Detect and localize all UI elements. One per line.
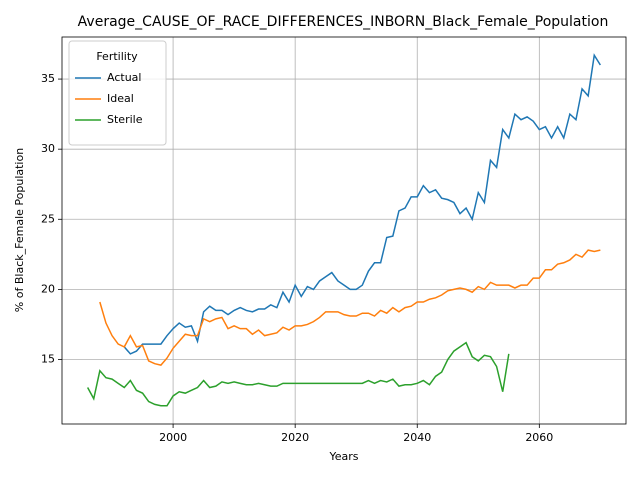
legend-label: Actual xyxy=(107,71,141,84)
legend-label: Sterile xyxy=(107,113,143,126)
x-axis-label: Years xyxy=(328,450,358,463)
x-tick-label: 2000 xyxy=(159,431,187,444)
legend-box xyxy=(68,40,167,146)
plot-frame xyxy=(61,36,627,425)
y-tick-label: 35 xyxy=(41,72,55,85)
y-tick-label: 20 xyxy=(41,282,55,295)
y-axis-label: % of Black_Female Population xyxy=(13,148,26,312)
chart-title: Average_CAUSE_OF_RACE_DIFFERENCES_INBORN… xyxy=(78,14,609,30)
x-tick-label: 2020 xyxy=(281,431,309,444)
y-tick-label: 25 xyxy=(41,212,55,225)
line xyxy=(99,249,601,366)
x-tick-label: 2040 xyxy=(403,431,431,444)
legend-label: Ideal xyxy=(107,92,134,105)
y-tick-label: 15 xyxy=(41,353,55,366)
line xyxy=(123,53,601,355)
x-tick-label: 2060 xyxy=(525,431,553,444)
y-tick-label: 30 xyxy=(41,142,55,155)
line xyxy=(86,341,510,407)
legend-title: Fertility xyxy=(96,50,138,63)
